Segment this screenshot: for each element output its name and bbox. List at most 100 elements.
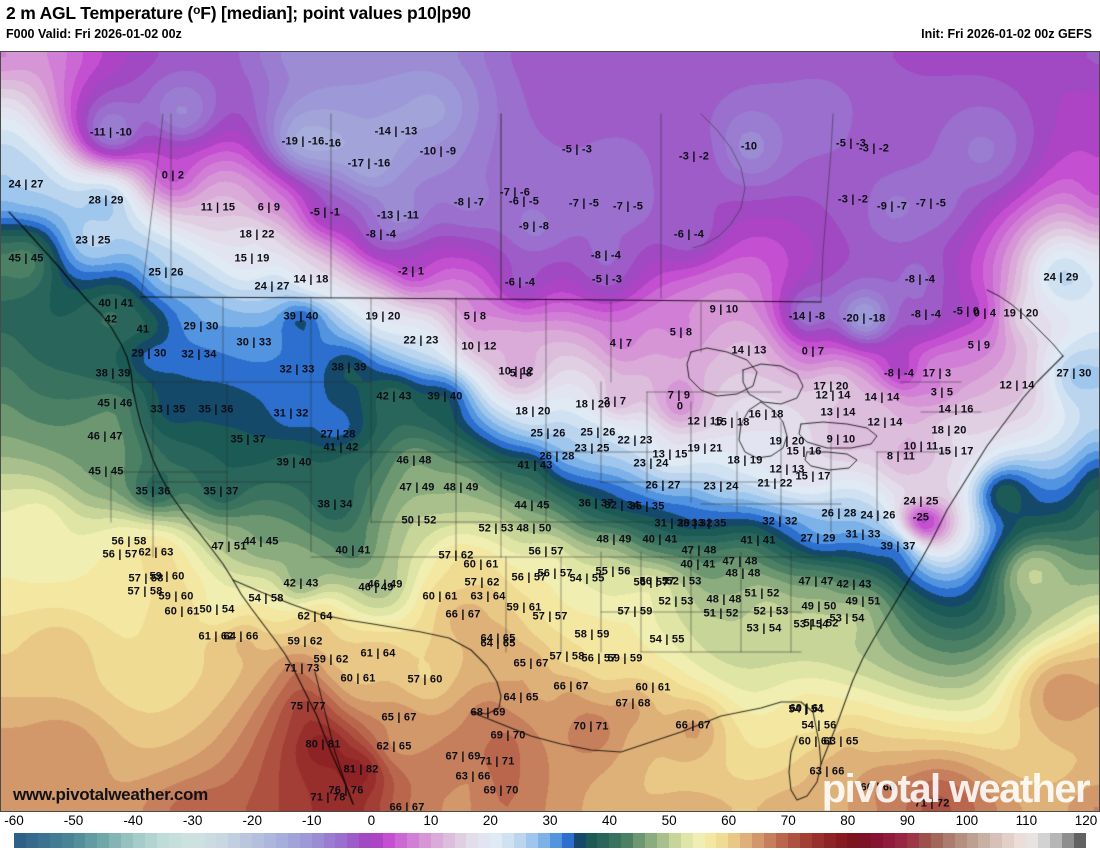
colorbar-tick-70: 70 bbox=[780, 813, 796, 828]
colorbar-swatch bbox=[716, 833, 729, 848]
colorbar-swatch bbox=[359, 833, 372, 848]
colorbar-swatch bbox=[871, 833, 884, 848]
colorbar-swatch bbox=[144, 833, 157, 848]
colorbar-swatch bbox=[37, 833, 50, 848]
title-text-rest: F) [median]; point values p10|p90 bbox=[200, 3, 471, 23]
colorbar-swatch bbox=[728, 833, 741, 848]
colorbar-swatch bbox=[811, 833, 824, 848]
map-header: 2 m AGL Temperature (oF) [median]; point… bbox=[0, 0, 1100, 51]
colorbar-swatch bbox=[954, 833, 967, 848]
colorbar-swatch bbox=[680, 833, 693, 848]
title-text: 2 m AGL Temperature ( bbox=[6, 3, 194, 23]
colorbar-swatch bbox=[704, 833, 717, 848]
colorbar-swatch bbox=[633, 833, 646, 848]
colorbar-swatch bbox=[549, 833, 562, 848]
colorbar-swatch bbox=[764, 833, 776, 848]
temperature-raster[interactable] bbox=[1, 52, 1099, 811]
colorbar-swatch bbox=[25, 833, 38, 848]
map-viewport[interactable]: 24 | 27 -11 | -10 28 | 29 23 | 25 0 | 2 11 | … bbox=[0, 51, 1100, 812]
colorbar-swatch bbox=[847, 833, 860, 848]
colorbar-swatch bbox=[287, 833, 300, 848]
colorbar-swatch bbox=[990, 833, 1003, 848]
colorbar-swatch bbox=[383, 833, 395, 848]
colorbar-swatch bbox=[1073, 833, 1086, 848]
colorbar-swatch bbox=[1049, 833, 1062, 848]
colorbar-swatch bbox=[73, 833, 86, 848]
colorbar-swatch bbox=[323, 833, 336, 848]
colorbar-swatch bbox=[85, 833, 98, 848]
colorbar-swatch bbox=[14, 833, 26, 848]
colorbar-tick-neg40: -40 bbox=[123, 813, 143, 828]
colorbar-swatch bbox=[966, 833, 979, 848]
colorbar-tick-50: 50 bbox=[661, 813, 677, 828]
colorbar-swatch bbox=[502, 833, 515, 848]
colorbar-swatch bbox=[525, 833, 538, 848]
colorbar-swatch bbox=[168, 833, 181, 848]
colorbar-swatch bbox=[1026, 833, 1038, 848]
colorbar-swatch bbox=[228, 833, 241, 848]
colorbar-swatch bbox=[395, 833, 407, 848]
colorbar-swatch bbox=[537, 833, 550, 848]
colorbar-tick-90: 90 bbox=[899, 813, 915, 828]
colorbar-swatch bbox=[311, 833, 324, 848]
colorbar-tick-neg20: -20 bbox=[242, 813, 262, 828]
colorbar-swatch bbox=[97, 833, 110, 848]
colorbar-swatch bbox=[275, 833, 288, 848]
colorbar-swatch bbox=[430, 833, 443, 848]
colorbar: -60 -50 -40 -30 -20 -10 0 10 20 30 40 50 60 70 80 90 100… bbox=[0, 812, 1100, 850]
colorbar-swatch bbox=[192, 833, 205, 848]
colorbar-swatch bbox=[668, 833, 681, 848]
colorbar-gradient bbox=[14, 833, 1086, 848]
colorbar-swatch bbox=[466, 833, 479, 848]
colorbar-swatch bbox=[621, 833, 634, 848]
colorbar-swatch bbox=[752, 833, 765, 848]
valid-time-label: F000 Valid: Fri 2026-01-02 00z bbox=[6, 27, 182, 41]
colorbar-swatch bbox=[478, 833, 491, 848]
colorbar-swatch bbox=[514, 833, 526, 848]
colorbar-swatch bbox=[240, 833, 253, 848]
colorbar-ticks: -60 -50 -40 -30 -20 -10 0 10 20 30 40 50 60 70 80 90 100… bbox=[0, 812, 1100, 832]
colorbar-swatch bbox=[740, 833, 753, 848]
colorbar-swatch bbox=[835, 833, 848, 848]
pivotal-weather-logo: pivotal weather bbox=[821, 767, 1091, 811]
colorbar-swatch bbox=[216, 833, 229, 848]
colorbar-swatch bbox=[156, 833, 169, 848]
colorbar-swatch bbox=[645, 833, 657, 848]
colorbar-swatch bbox=[942, 833, 955, 848]
colorbar-swatch bbox=[930, 833, 943, 848]
colorbar-swatch bbox=[1002, 833, 1015, 848]
colorbar-swatch bbox=[787, 833, 800, 848]
colorbar-swatch bbox=[609, 833, 622, 848]
colorbar-swatch bbox=[895, 833, 907, 848]
colorbar-swatch bbox=[823, 833, 836, 848]
colorbar-swatch bbox=[454, 833, 467, 848]
colorbar-swatch bbox=[859, 833, 872, 848]
site-watermark: www.pivotalweather.com bbox=[13, 785, 208, 804]
colorbar-tick-80: 80 bbox=[840, 813, 856, 828]
colorbar-swatch bbox=[418, 833, 431, 848]
colorbar-swatch bbox=[61, 833, 74, 848]
colorbar-swatch bbox=[585, 833, 598, 848]
colorbar-swatch bbox=[1037, 833, 1050, 848]
colorbar-swatch bbox=[406, 833, 419, 848]
colorbar-tick-40: 40 bbox=[602, 813, 618, 828]
colorbar-swatch bbox=[442, 833, 455, 848]
colorbar-swatch bbox=[918, 833, 931, 848]
colorbar-swatch bbox=[371, 833, 384, 848]
colorbar-tick-30: 30 bbox=[542, 813, 558, 828]
colorbar-swatch bbox=[264, 833, 276, 848]
colorbar-tick-neg10: -10 bbox=[302, 813, 322, 828]
colorbar-tick-120: 120 bbox=[1074, 813, 1098, 828]
colorbar-swatch bbox=[799, 833, 812, 848]
page-title: 2 m AGL Temperature (oF) [median]; point… bbox=[6, 3, 471, 24]
colorbar-swatch bbox=[347, 833, 360, 848]
colorbar-swatch bbox=[906, 833, 919, 848]
colorbar-swatch bbox=[490, 833, 503, 848]
colorbar-swatch bbox=[133, 833, 145, 848]
init-time-label: Init: Fri 2026-01-02 00z GEFS bbox=[921, 27, 1092, 41]
colorbar-tick-neg60: -60 bbox=[4, 813, 24, 828]
colorbar-swatch bbox=[978, 833, 991, 848]
colorbar-tick-20: 20 bbox=[482, 813, 498, 828]
colorbar-tick-110: 110 bbox=[1015, 813, 1038, 828]
